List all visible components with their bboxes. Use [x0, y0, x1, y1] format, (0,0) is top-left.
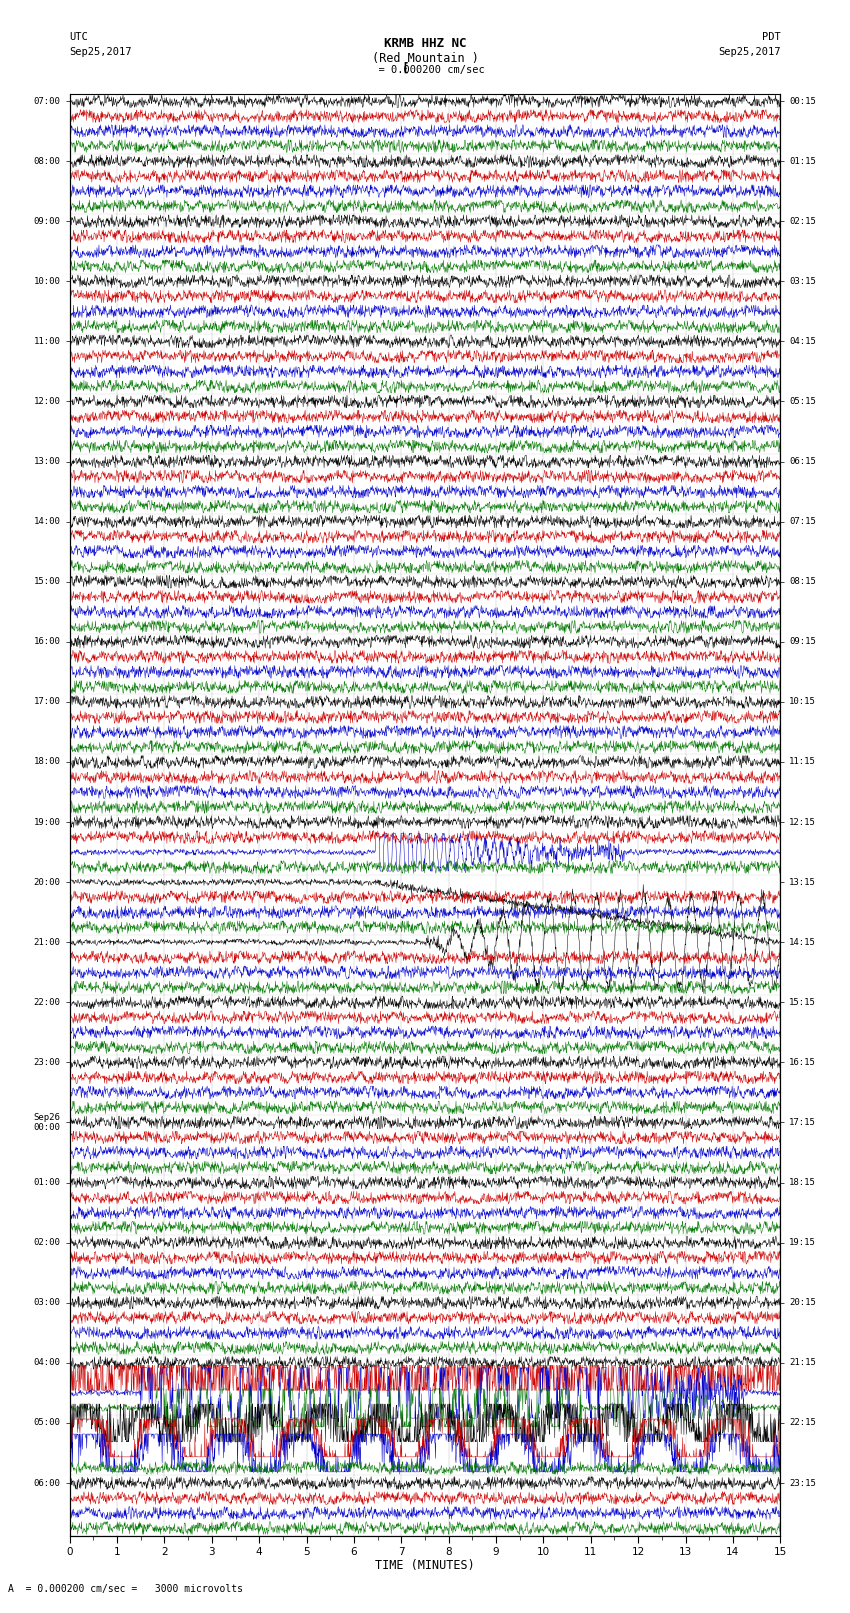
Text: PDT: PDT [762, 32, 780, 42]
Text: Sep25,2017: Sep25,2017 [717, 47, 780, 56]
Text: Sep25,2017: Sep25,2017 [70, 47, 133, 56]
Text: UTC: UTC [70, 32, 88, 42]
Text: [: [ [402, 63, 409, 76]
Text: = 0.000200 cm/sec: = 0.000200 cm/sec [366, 65, 484, 74]
Text: KRMB HHZ NC: KRMB HHZ NC [383, 37, 467, 50]
Text: (Red Mountain ): (Red Mountain ) [371, 52, 479, 65]
X-axis label: TIME (MINUTES): TIME (MINUTES) [375, 1558, 475, 1571]
Text: A  = 0.000200 cm/sec =   3000 microvolts: A = 0.000200 cm/sec = 3000 microvolts [8, 1584, 243, 1594]
